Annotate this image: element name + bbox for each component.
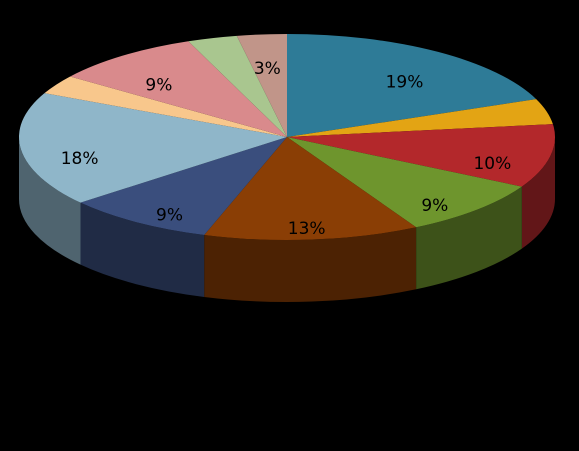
slice [80, 137, 288, 235]
slice [287, 34, 537, 137]
data-label: 3% [254, 59, 281, 79]
slice-side [416, 186, 522, 290]
slice [19, 93, 288, 203]
slice [188, 35, 287, 137]
data-label: 10% [473, 154, 511, 174]
data-label: 9% [156, 205, 183, 225]
data-label: 18% [61, 149, 99, 169]
slice [287, 124, 555, 187]
data-label: 19% [386, 73, 424, 93]
slice-side [204, 227, 417, 302]
slice [44, 76, 288, 137]
slice [204, 137, 417, 240]
slice [70, 41, 288, 138]
data-label: 9% [145, 76, 172, 96]
slice-side [521, 137, 555, 249]
slice [287, 99, 553, 137]
slice [287, 137, 522, 228]
slice-side [19, 137, 81, 265]
data-label: 9% [421, 196, 448, 216]
slice [236, 34, 287, 137]
slice-side [80, 202, 205, 297]
data-label: 13% [288, 219, 326, 239]
